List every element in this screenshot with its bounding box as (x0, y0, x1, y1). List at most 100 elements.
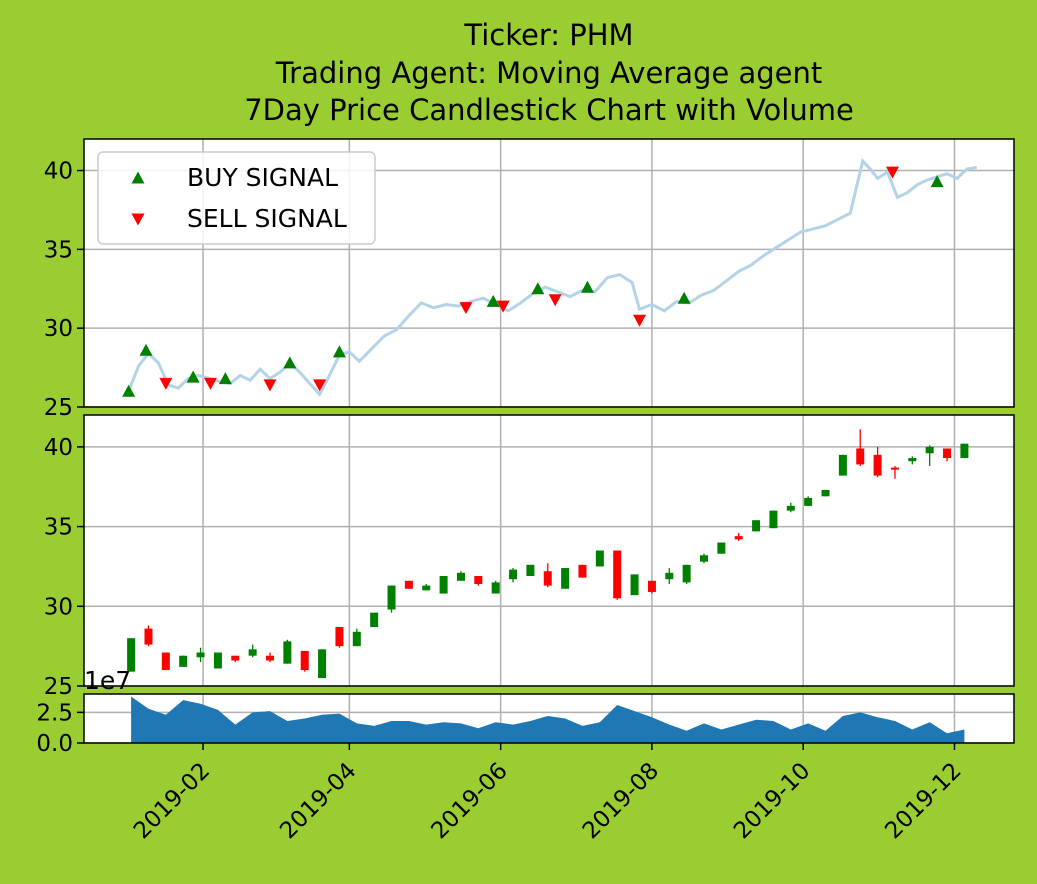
candle-body-17 (422, 585, 431, 591)
candle-body-20 (474, 576, 483, 584)
volume-ytick-label-1: 2.5 (36, 700, 73, 726)
candle-body-15 (387, 585, 396, 610)
candle-body-22 (509, 569, 518, 580)
sell-signal-marker-3 (313, 379, 327, 392)
buy-signal-marker-9 (677, 291, 691, 304)
price-ytick-label-0: 25 (44, 395, 73, 421)
sell-signal-marker-0 (159, 377, 173, 390)
candle-body-41 (838, 454, 847, 476)
candle-body-4 (196, 652, 205, 658)
candlestick-y-ticks: 25 30 35 40 (44, 435, 84, 700)
candle-body-26 (578, 564, 587, 578)
candle-body-44 (890, 467, 899, 470)
candle-body-0 (127, 638, 136, 672)
candle-body-6 (231, 655, 240, 661)
signal-markers (122, 166, 944, 397)
candle-body-30 (647, 580, 656, 592)
sell-signal-marker-4 (459, 302, 473, 315)
candle-body-27 (595, 550, 604, 567)
candle-body-13 (352, 631, 361, 647)
legend-sell-marker (131, 213, 145, 226)
buy-signal-marker-2 (186, 370, 200, 383)
price-y-ticks: 25 30 35 40 (44, 159, 84, 421)
ohlc-ytick-label-0: 25 (44, 674, 73, 700)
candle-body-3 (179, 655, 188, 667)
buy-signal-marker-10 (930, 175, 944, 188)
candle-body-23 (526, 564, 535, 577)
candle-body-24 (543, 571, 552, 586)
candle-body-21 (491, 582, 500, 594)
legend-buy-label: BUY SIGNAL (187, 163, 338, 192)
legend-box (97, 151, 376, 245)
candle-body-38 (786, 505, 795, 511)
volume-offset-label: 1e7 (84, 666, 131, 695)
candle-body-1 (144, 628, 153, 645)
candle-body-29 (630, 574, 639, 596)
candle-body-11 (318, 649, 327, 679)
buy-signal-marker-5 (332, 345, 346, 358)
price-line (127, 158, 978, 398)
legend: BUY SIGNAL SELL SIGNAL (97, 151, 376, 245)
candle-body-32 (682, 564, 691, 583)
title-line-1: Ticker: PHM (463, 18, 633, 52)
candle-body-7 (248, 649, 257, 656)
buy-signal-marker-1 (139, 343, 153, 356)
candle-body-8 (266, 655, 274, 661)
candle-body-25 (561, 568, 570, 589)
candle-body-33 (700, 555, 708, 562)
candle-body-46 (925, 446, 934, 454)
candles (127, 429, 969, 679)
candle-body-12 (335, 627, 344, 647)
candle-body-10 (300, 650, 309, 671)
candle-body-39 (804, 497, 813, 506)
candle-body-9 (283, 641, 292, 664)
buy-signal-marker-0 (122, 384, 136, 397)
price-ytick-label-3: 40 (44, 159, 73, 185)
sell-signal-marker-8 (885, 166, 899, 179)
buy-signal-marker-4 (283, 356, 297, 369)
candle-body-34 (717, 542, 726, 554)
buy-signal-marker-6 (486, 294, 500, 307)
candle-body-16 (404, 580, 413, 589)
candle-body-19 (456, 572, 465, 581)
ohlc-ytick-label-2: 35 (44, 515, 73, 541)
buy-signal-marker-8 (580, 280, 594, 293)
candle-body-5 (213, 652, 222, 669)
candlestick-panel: 25 30 35 40 (44, 414, 1015, 700)
title-line-3: 7Day Price Candlestick Chart with Volume (244, 93, 854, 127)
candle-body-2 (161, 652, 170, 671)
candle-body-37 (769, 510, 778, 529)
candle-body-14 (370, 612, 379, 628)
buy-signal-marker-3 (218, 372, 232, 385)
candle-body-31 (665, 572, 674, 580)
volume-area (131, 696, 965, 743)
volume-ytick-label-0: 0.0 (36, 731, 73, 757)
candle-body-47 (943, 448, 952, 459)
sell-signal-marker-1 (203, 377, 217, 390)
candle-body-35 (734, 536, 743, 540)
buy-signal-marker-7 (531, 282, 545, 295)
sell-signal-marker-5 (496, 300, 510, 313)
volume-y-ticks: 0.02.5 (36, 700, 84, 757)
ohlc-ytick-label-3: 40 (44, 435, 73, 461)
candle-body-43 (873, 454, 882, 476)
title-line-2: Trading Agent: Moving Average agent (275, 56, 823, 90)
ohlc-ytick-label-1: 30 (44, 594, 73, 620)
price-panel: 25 30 35 40 BUY SIGNAL SELL SIGNAL (44, 138, 1015, 421)
candle-body-36 (752, 520, 761, 532)
candle-body-28 (613, 550, 622, 599)
candlestick-panel-frame (83, 414, 1015, 687)
candle-body-42 (856, 448, 865, 465)
sell-signal-marker-2 (263, 379, 277, 392)
legend-sell-label: SELL SIGNAL (187, 204, 347, 233)
sell-signal-marker-7 (633, 314, 647, 327)
candle-body-45 (908, 458, 917, 462)
candle-body-48 (960, 443, 969, 459)
price-ytick-label-1: 30 (44, 316, 73, 342)
legend-buy-marker (131, 171, 145, 184)
price-panel-frame (83, 138, 1015, 408)
candle-body-18 (439, 576, 448, 594)
sell-signal-marker-6 (548, 294, 562, 307)
price-ytick-label-2: 35 (44, 237, 73, 263)
